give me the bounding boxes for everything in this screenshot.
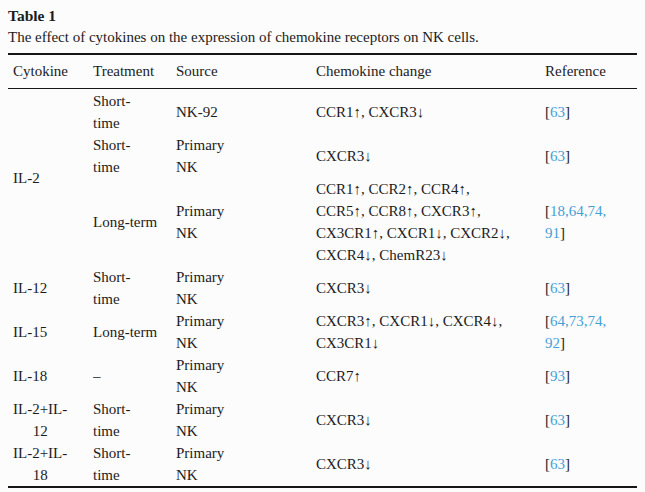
source-cell: Primary NK [176,134,316,178]
table-row: Long-term Primary NK CCR1↑, CCR2↑, CCR4↑… [8,178,637,266]
source-cell: Primary NK [176,310,316,354]
treatment-cell: Short- time [93,134,176,178]
table-label: Table 1 [8,5,637,27]
column-header-source: Source [176,54,316,89]
chemokine-change-cell: CCR1↑, CXCR3↓ [316,89,545,135]
chemokine-change-cell: CXCR3↓ [316,442,545,487]
header-row: Cytokine Treatment Source Chemokine chan… [8,54,637,89]
reference-cell: [93] [545,354,637,398]
column-header-treatment: Treatment [93,54,176,89]
table-row: IL-2+IL- 12 Short- time Primary NK CXCR3… [8,398,637,442]
source-cell: NK-92 [176,89,316,135]
column-header-reference: Reference [545,54,637,89]
treatment-cell: Short- time [93,398,176,442]
reference-link[interactable]: 63 [550,104,565,120]
chemokine-change-cell: CXCR3↓ [316,134,545,178]
cytokine-cell: IL-2+IL- 12 [8,398,93,442]
reference-cell: [63] [545,442,637,487]
reference-cell: [63] [545,89,637,135]
reference-link[interactable]: 63 [550,280,565,296]
chemokine-change-cell: CCR1↑, CCR2↑, CCR4↑, CCR5↑, CCR8↑, CXCR3… [316,178,545,266]
reference-close-bracket: ] [565,412,570,428]
treatment-cell: Short- time [93,89,176,135]
cytokine-cell: IL-12 [8,266,93,310]
reference-link[interactable]: 18,64,74, 91 [545,203,606,241]
reference-close-bracket: ] [565,148,570,164]
table-row: Short- time Primary NK CXCR3↓ [63] [8,134,637,178]
cytokine-cell: IL-2 [8,89,93,267]
treatment-cell: Long-term [93,310,176,354]
treatment-cell: Short- time [93,266,176,310]
reference-link[interactable]: 93 [550,368,565,384]
source-cell: Primary NK [176,266,316,310]
reference-close-bracket: ] [560,225,565,241]
reference-close-bracket: ] [565,456,570,472]
reference-cell: [63] [545,398,637,442]
cytokine-cell: IL-2+IL- 18 [8,442,93,487]
reference-close-bracket: ] [565,280,570,296]
table-row: IL-18 – Primary NK CCR7↑ [93] [8,354,637,398]
cytokine-name: IL-2+IL- 18 [13,442,67,486]
cytokine-name: IL-15 [13,321,47,343]
cytokine-chemokine-table: Cytokine Treatment Source Chemokine chan… [8,53,637,488]
chemokine-change-cell: CXCR3↑, CXCR1↓, CXCR4↓, CX3CR1↓ [316,310,545,354]
chemokine-change-cell: CXCR3↓ [316,398,545,442]
paper-page: Table 1 The effect of cytokines on the e… [0,0,645,488]
source-cell: Primary NK [176,178,316,266]
reference-link[interactable]: 63 [550,412,565,428]
reference-cell: [63] [545,266,637,310]
cytokine-cell: IL-18 [8,354,93,398]
treatment-cell: Long-term [93,178,176,266]
reference-close-bracket: ] [560,335,565,351]
source-cell: Primary NK [176,354,316,398]
cytokine-name: IL-2+IL- 12 [13,398,67,442]
chemokine-change-cell: CCR7↑ [316,354,545,398]
reference-cell: [18,64,74, 91] [545,178,637,266]
reference-link[interactable]: 63 [550,456,565,472]
table-row: IL-15 Long-term Primary NK CXCR3↑, CXCR1… [8,310,637,354]
table-row: IL-2 Short- time NK-92 CCR1↑, CXCR3↓ [63… [8,89,637,135]
table-caption: The effect of cytokines on the expressio… [8,27,637,47]
reference-link[interactable]: 64,73,74, 92 [545,313,606,351]
source-cell: Primary NK [176,398,316,442]
table-row: IL-2+IL- 18 Short- time Primary NK CXCR3… [8,442,637,487]
reference-close-bracket: ] [565,104,570,120]
reference-cell: [63] [545,134,637,178]
reference-cell: [64,73,74, 92] [545,310,637,354]
source-cell: Primary NK [176,442,316,487]
chemokine-change-cell: CXCR3↓ [316,266,545,310]
treatment-cell: – [93,354,176,398]
treatment-cell: Short- time [93,442,176,487]
table-row: IL-12 Short- time Primary NK CXCR3↓ [63] [8,266,637,310]
column-header-chemokine-change: Chemokine change [316,54,545,89]
cytokine-cell: IL-15 [8,310,93,354]
reference-close-bracket: ] [565,368,570,384]
reference-link[interactable]: 63 [550,148,565,164]
cytokine-name: IL-2 [13,167,40,189]
cytokine-name: IL-18 [13,365,47,387]
column-header-cytokine: Cytokine [8,54,93,89]
cytokine-name: IL-12 [13,277,47,299]
